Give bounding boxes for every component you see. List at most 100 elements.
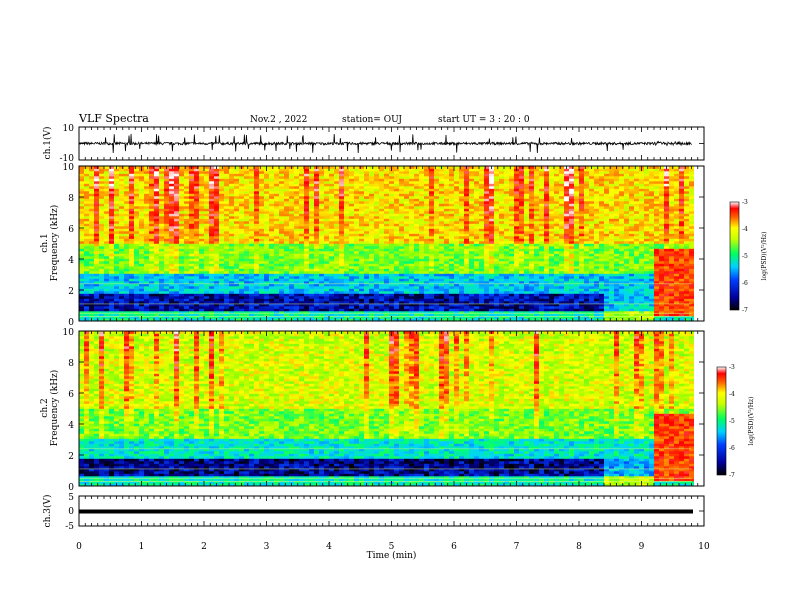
spectrogram-cell: [384, 316, 390, 319]
spectrogram-cell: [249, 251, 255, 254]
spectrogram-cell: [359, 316, 365, 319]
spectrogram-cell: [219, 311, 225, 314]
spectrogram-cell: [129, 311, 135, 314]
spectrogram-cell: [194, 281, 200, 284]
spectrogram-cell: [429, 201, 435, 204]
spectrogram-cell: [299, 203, 305, 207]
spectrogram-cell: [99, 203, 105, 207]
spectrogram-cell: [384, 268, 390, 272]
spectrogram-cell: [239, 246, 245, 249]
spectrogram-cell: [419, 198, 425, 202]
spectrogram-cell: [324, 171, 330, 174]
spectrogram-cell: [169, 191, 175, 194]
spectrogram-cell: [404, 201, 410, 204]
spectrogram-cell: [299, 183, 305, 187]
spectrogram-cell: [334, 281, 340, 284]
spectrogram-cell: [179, 246, 185, 249]
spectrogram-cell: [299, 208, 305, 212]
spectrogram-cell: [84, 306, 90, 309]
spectrogram-cell: [329, 191, 335, 194]
spectrogram-cell: [319, 178, 325, 182]
spectrogram-cell: [234, 311, 240, 314]
spectrogram-cell: [324, 283, 330, 287]
spectrogram-cell: [139, 288, 145, 292]
spectrogram-cell: [279, 288, 285, 292]
spectrogram-cell: [364, 266, 370, 269]
spectrogram-cell: [269, 281, 275, 284]
spectrogram-cell: [174, 256, 180, 259]
spectrogram-cell: [214, 258, 220, 262]
spectrogram-cell: [329, 278, 335, 282]
spectrogram-cell: [389, 243, 395, 247]
spectrogram-cell: [239, 268, 245, 272]
spectrogram-cell: [384, 253, 390, 257]
spectrogram-cell: [119, 236, 125, 239]
spectrogram-cell: [129, 196, 135, 199]
spectrogram-cell: [124, 233, 130, 237]
spectrogram-cell: [224, 288, 230, 292]
spectrogram-cell: [134, 181, 140, 184]
spectrogram-cell: [349, 253, 355, 257]
spectrogram-cell: [249, 316, 255, 319]
spectrogram-cell: [194, 206, 200, 209]
spectrogram-cell: [319, 301, 325, 304]
spectrogram-cell: [179, 193, 185, 197]
spectrogram-cell: [459, 183, 465, 187]
spectrogram-cell: [269, 301, 275, 304]
spectrogram-cell: [304, 178, 310, 182]
spectrogram-cell: [269, 221, 275, 224]
spectrogram-cell: [299, 243, 305, 247]
spectrogram-cell: [294, 228, 300, 232]
spectrogram-cell: [274, 271, 280, 274]
spectrogram-cell: [294, 193, 300, 197]
spectrogram-cell: [389, 268, 395, 272]
spectrogram-cell: [359, 306, 365, 309]
spectrogram-cell: [254, 188, 260, 192]
spectrogram-cell: [414, 208, 420, 212]
spectrogram-cell: [219, 251, 225, 254]
spectrogram-cell: [229, 191, 235, 194]
spectrogram-cell: [249, 313, 255, 317]
spectrogram-cell: [379, 196, 385, 199]
spectrogram-cell: [319, 258, 325, 262]
spectrogram-cell: [259, 316, 265, 319]
spectrogram-cell: [234, 181, 240, 184]
spectrogram-cell: [94, 206, 100, 209]
spectrogram-cell: [439, 293, 445, 297]
spectrogram-cell: [149, 196, 155, 199]
spectrogram-cell: [359, 243, 365, 247]
spectrogram-cell: [109, 193, 115, 197]
spectrogram-cell: [324, 273, 330, 277]
spectrogram-cell: [399, 293, 405, 297]
spectrogram-cell: [159, 198, 165, 202]
spectrogram-cell: [309, 211, 315, 214]
spectrogram-cell: [389, 313, 395, 317]
spectrogram-cell: [449, 293, 455, 297]
spectrogram-cell: [134, 168, 140, 172]
spectrogram-cell: [279, 268, 285, 272]
spectrogram-cell: [214, 261, 220, 264]
spectrogram-cell: [429, 251, 435, 254]
spectrogram-cell: [114, 296, 120, 299]
spectrogram-cell: [329, 218, 335, 222]
spectrogram-cell: [134, 231, 140, 234]
spectrogram-cell: [454, 203, 460, 207]
spectrogram-cell: [364, 196, 370, 199]
spectrogram-cell: [434, 166, 440, 169]
spectrogram-cell: [104, 201, 110, 204]
spectrogram-cell: [374, 243, 380, 247]
spectrogram-cell: [139, 201, 145, 204]
spectrogram-cell: [424, 281, 430, 284]
spectrogram-cell: [129, 201, 135, 204]
spectrogram-cell: [119, 188, 125, 192]
spectrogram-cell: [264, 238, 270, 242]
spectrogram-cell: [329, 311, 335, 314]
spectrogram-cell: [189, 193, 195, 197]
spectrogram-cell: [199, 176, 205, 179]
spectrogram-cell: [454, 193, 460, 197]
spectrogram-cell: [259, 301, 265, 304]
spectrogram-cell: [159, 286, 165, 289]
spectrogram-cell: [309, 208, 315, 212]
spectrogram-cell: [424, 238, 430, 242]
spectrogram-cell: [324, 201, 330, 204]
